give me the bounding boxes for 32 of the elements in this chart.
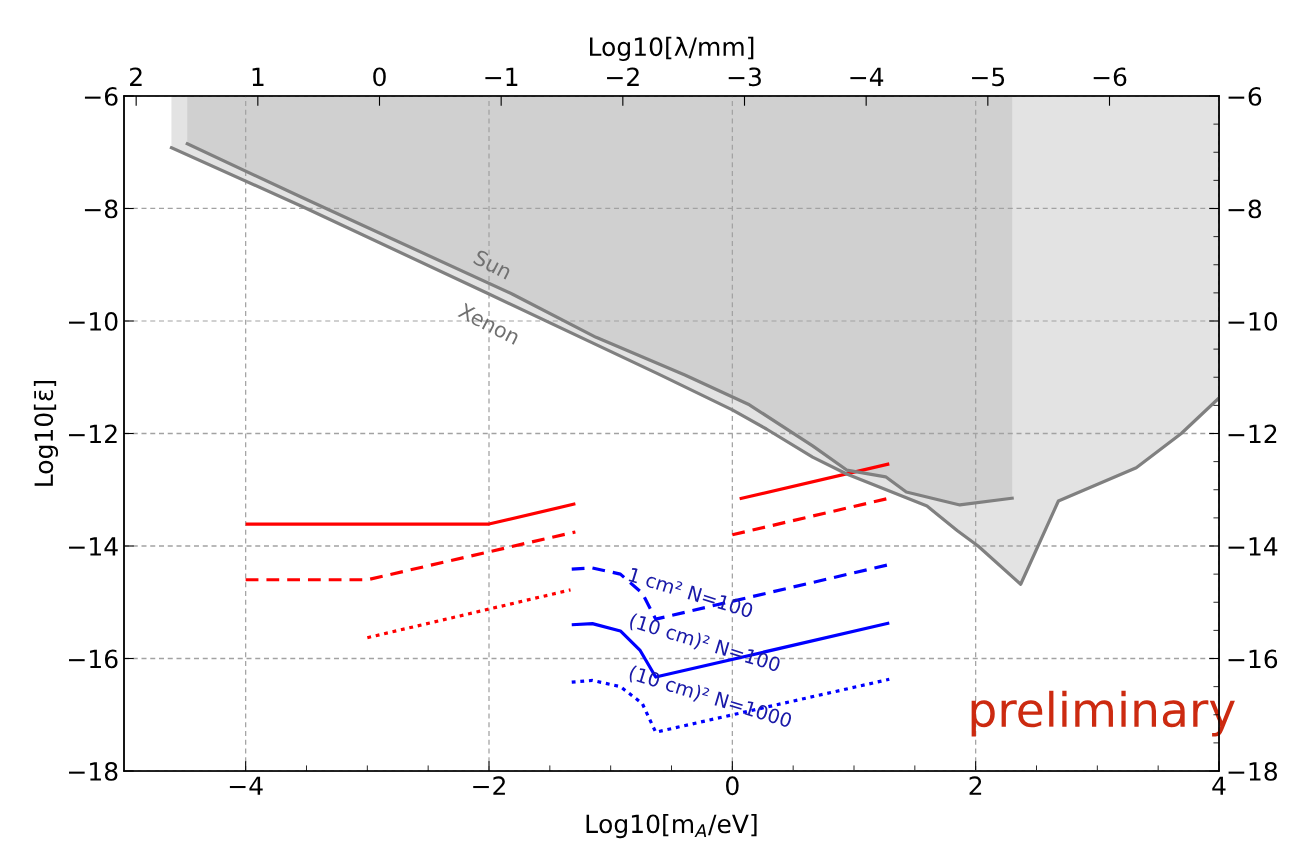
x-tick-label: −2 bbox=[473, 776, 505, 795]
y-axis-title: Log10[ε̄] bbox=[33, 380, 59, 486]
x2-tick-label: 0 bbox=[373, 67, 386, 87]
x2-tick-label: −3 bbox=[728, 67, 761, 87]
x2-tick-label: −1 bbox=[485, 67, 518, 86]
y2-tick-label: −6 bbox=[1228, 86, 1262, 106]
y2-tick-label: −10 bbox=[1228, 311, 1278, 331]
x2-tick-label: 2 bbox=[130, 67, 142, 86]
x2-tick-label: −4 bbox=[850, 67, 884, 86]
y-tick-label: −8 bbox=[84, 199, 118, 219]
y-tick-label: −10 bbox=[69, 311, 118, 331]
x-tick-label: 2 bbox=[969, 776, 982, 795]
x2-tick-label: 1 bbox=[252, 67, 264, 86]
y-tick-label: −16 bbox=[69, 649, 118, 669]
x2-axis-title: Log10[λ/mm] bbox=[590, 36, 754, 62]
x2-tick-label: −5 bbox=[972, 67, 1005, 87]
x-tick-label: 4 bbox=[1212, 776, 1226, 795]
y-tick-label: −14 bbox=[69, 537, 118, 556]
x-tick-label: −4 bbox=[229, 776, 263, 795]
x2-tick-label: −2 bbox=[607, 67, 639, 86]
x2-tick-label: −6 bbox=[1093, 67, 1127, 87]
x-tick-label: 0 bbox=[726, 776, 739, 796]
y-tick-label: −6 bbox=[84, 86, 118, 106]
y2-tick-label: −16 bbox=[1228, 649, 1278, 669]
y-tick-label: −12 bbox=[69, 424, 117, 443]
y2-tick-label: −18 bbox=[1228, 761, 1277, 781]
y2-tick-label: −14 bbox=[1228, 537, 1278, 556]
x-axis-title: Log10[m$_{A}$/eV] bbox=[586, 813, 757, 839]
y2-tick-label: −12 bbox=[1228, 424, 1277, 443]
y2-tick-label: −8 bbox=[1228, 199, 1262, 219]
y-tick-label: −18 bbox=[69, 761, 118, 781]
annotation: Sun bbox=[472, 249, 513, 280]
